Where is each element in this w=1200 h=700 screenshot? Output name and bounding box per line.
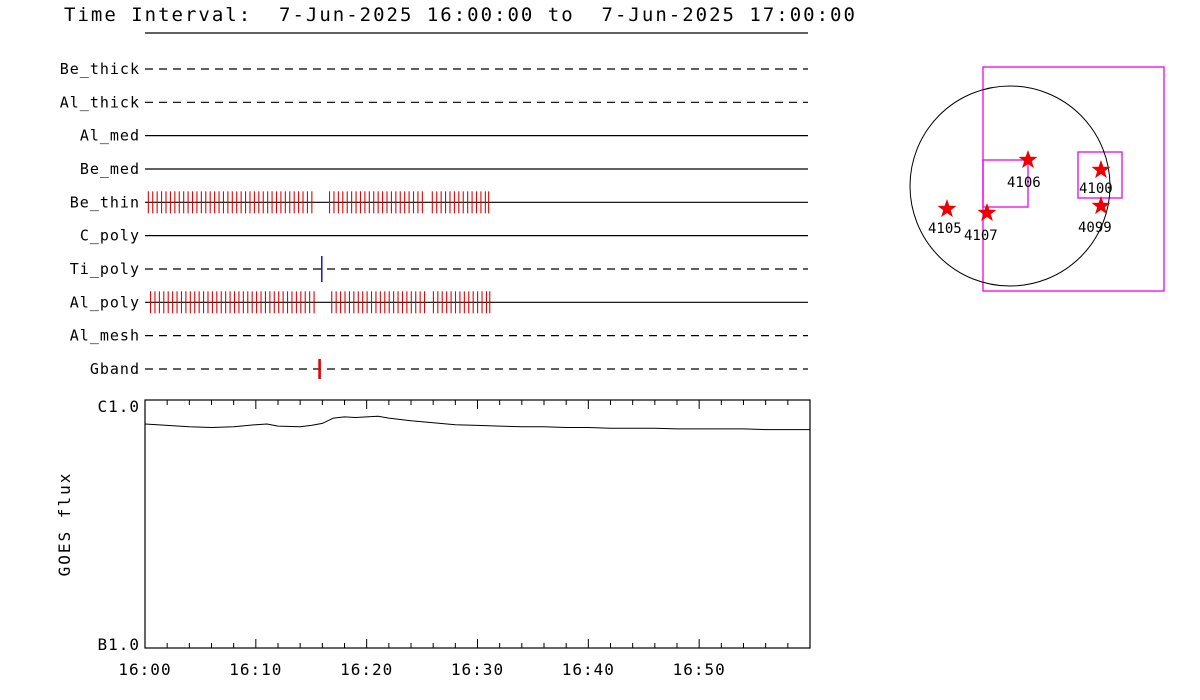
goes-panel-border	[144, 399, 811, 649]
ar-label-4099: 4099	[1078, 220, 1112, 236]
ar-star-4105	[937, 199, 957, 218]
channel-label-Al_med: Al_med	[80, 127, 140, 145]
ar-star-4100	[1091, 160, 1111, 179]
ar-label-4105: 4105	[928, 221, 962, 237]
channel-label-Al_poly: Al_poly	[70, 293, 140, 311]
ar-label-4107: 4107	[964, 228, 998, 244]
x-axis-tick-label: 16:40	[562, 660, 615, 679]
channel-label-Be_thin: Be_thin	[70, 193, 140, 211]
plot-title: Time Interval: 7-Jun-2025 16:00:00 to 7-…	[64, 4, 857, 26]
channel-label-Be_thick: Be_thick	[60, 60, 140, 78]
channel-label-Gband: Gband	[90, 360, 140, 378]
y-axis-title: GOES flux	[55, 472, 74, 577]
channel-label-Be_med: Be_med	[80, 160, 140, 178]
y-axis-label-top: C1.0	[97, 397, 140, 416]
ar-label-4106: 4106	[1007, 175, 1041, 191]
channel-label-Al_mesh: Al_mesh	[70, 327, 140, 345]
channel-label-C_poly: C_poly	[80, 227, 140, 245]
goes-flux-curve	[144, 415, 810, 431]
ar-star-4107	[977, 203, 997, 222]
ar-star-4106	[1018, 150, 1038, 169]
x-axis-tick-label: 16:30	[451, 660, 504, 679]
x-axis-tick-label: 16:20	[340, 660, 393, 679]
channel-label-Ti_poly: Ti_poly	[70, 260, 140, 278]
ar-star-4099	[1091, 196, 1111, 215]
channel-label-Al_thick: Al_thick	[60, 93, 140, 111]
sun-disk	[909, 85, 1111, 287]
x-axis-tick-label: 16:10	[229, 660, 282, 679]
y-axis-label-bottom: B1.0	[97, 635, 140, 654]
x-axis-tick-label: 16:00	[118, 660, 171, 679]
x-axis-tick-label: 16:50	[673, 660, 726, 679]
ar-label-4100: 4100	[1079, 181, 1113, 197]
fov-box	[982, 159, 1029, 208]
fov-box	[1077, 151, 1123, 199]
